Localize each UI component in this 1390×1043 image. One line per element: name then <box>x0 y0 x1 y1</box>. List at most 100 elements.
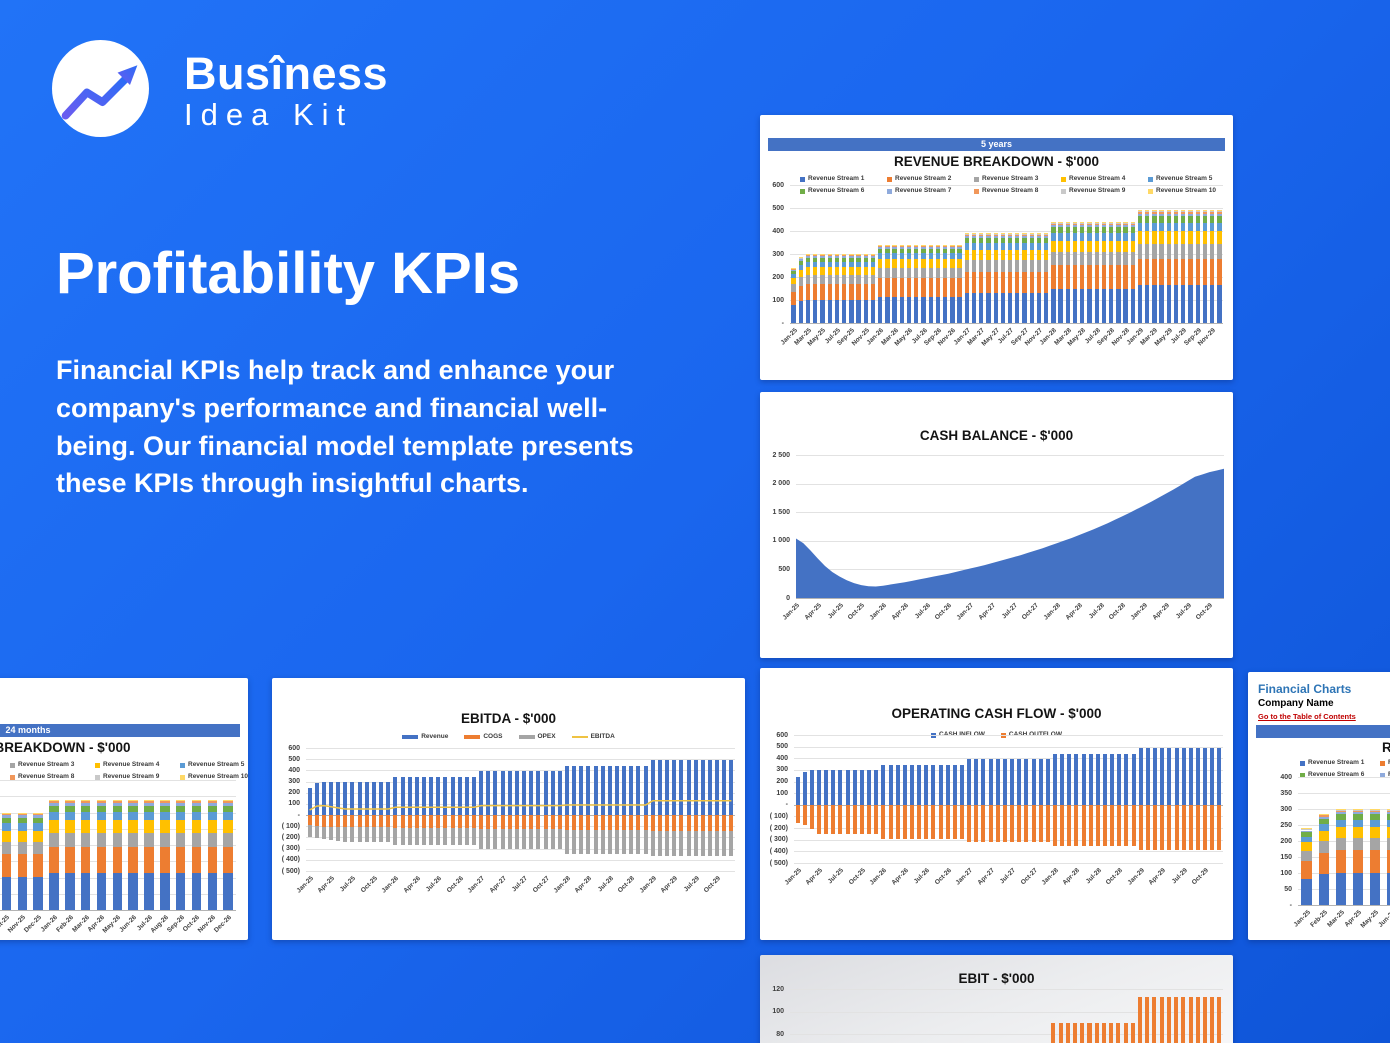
sheet-heading: Financial Charts <box>1258 682 1352 696</box>
brand-logo <box>52 40 149 137</box>
legend-item: Revenue Stream 2 <box>1380 758 1390 768</box>
legend-label: Revenue Stream 3 <box>18 761 75 768</box>
panel-operating-cash-flow: OPERATING CASH FLOW - $'000 CASH INFLOW C… <box>760 668 1233 940</box>
legend-label: Revenue Stream 6 <box>1308 771 1365 778</box>
legend-label: Revenue Stream 3 <box>982 175 1039 182</box>
legend-swatch <box>1300 760 1305 766</box>
legend-label: Revenue <box>421 733 449 740</box>
legend-label: Revenue Stream 2 <box>1388 758 1390 768</box>
legend-swatch <box>571 736 588 738</box>
legend-swatch <box>974 188 979 194</box>
legend-label: Revenue Stream 9 <box>1069 187 1126 194</box>
legend-item: EBITDA <box>571 732 615 742</box>
legend-label: CASH OUTFLOW <box>1009 730 1062 740</box>
legend-swatch <box>887 176 892 182</box>
period-badge-label: 5 years <box>980 139 1013 149</box>
ebit-chart: 120 100 80 <box>760 955 1233 1043</box>
period-badge-label: 24 months <box>5 725 51 735</box>
legend-item: COGS <box>464 732 503 742</box>
legend-label: Revenue Stream 7 <box>1388 770 1390 780</box>
legend-swatch <box>800 176 805 182</box>
legend-swatch <box>800 188 805 194</box>
brand-tagline: Idea Kit <box>184 97 354 133</box>
legend-label: CASH INFLOW <box>939 730 985 740</box>
legend-swatch <box>1380 760 1385 766</box>
legend-item: Revenue Stream 1 <box>800 174 887 184</box>
legend-item: Revenue Stream 8 <box>974 186 1061 196</box>
legend-swatch <box>1380 772 1385 778</box>
panel-cash-balance: CASH BALANCE - $'000 2 500 2 000 1 500 1 00… <box>760 392 1233 658</box>
operating-cash-flow-chart: 600 500 400 300 200 100-( 100)( 200)( 300)( 4… <box>760 668 1233 940</box>
legend-swatch <box>180 774 185 780</box>
legend-item: Revenue Stream 2 <box>887 174 974 184</box>
chart-title: CASH BALANCE - $'000 <box>919 428 1074 443</box>
legend-swatch <box>1061 188 1066 194</box>
legend-item: Revenue Stream 6 <box>1300 770 1380 780</box>
legend-swatch <box>1061 176 1066 182</box>
legend-item: Revenue Stream 7 <box>1380 770 1390 780</box>
brand-name: Busîness <box>184 48 389 99</box>
period-badge: 24 months <box>1256 725 1390 738</box>
legend-item: Revenue Stream 9 <box>95 772 180 782</box>
chart-title: EBITDA - $'000 <box>461 711 556 726</box>
legend-label: Revenue Stream 5 <box>188 761 245 768</box>
legend-label: Revenue Stream 1 <box>1308 759 1365 766</box>
legend-swatch <box>10 774 15 780</box>
panel-revenue-breakdown-5y: 5 years REVENUE BREAKDOWN - $'000 Revenu… <box>760 115 1233 380</box>
legend-item: Revenue Stream 9 <box>1061 186 1148 196</box>
legend-label: Revenue Stream 9 <box>103 773 160 780</box>
chart-title: EBIT - $'000 <box>958 971 1035 986</box>
legend-label: Revenue Stream 4 <box>103 761 160 768</box>
legend-label: EBITDA <box>590 733 615 740</box>
legend-swatch <box>974 176 979 182</box>
legend-swatch <box>95 762 100 768</box>
revenue-breakdown-5y-chart: 600 500 400 300 200 100- Jan-25 Mar-25 May-25 Jul… <box>760 115 1233 380</box>
legend-label: Revenue Stream 5 <box>1156 175 1213 182</box>
legend-label: Revenue Stream 4 <box>1069 175 1126 182</box>
legend-item: Revenue Stream 3 <box>10 760 95 770</box>
legend-swatch <box>10 762 15 768</box>
panel-ebitda: EBITDA - $'000 Revenue COGS OPEX EBITDA 600… <box>272 678 745 940</box>
chart-legend: Revenue COGS OPEX EBITDA <box>272 732 745 742</box>
legend-swatch <box>402 735 419 739</box>
revenue-breakdown-24m-chart: 40035030025020015010050-Jan-25Feb-25Mar-… <box>0 678 248 940</box>
legend-item: Revenue Stream 1 <box>1300 758 1380 768</box>
chart-title: OPERATING CASH FLOW - $'000 <box>891 706 1102 721</box>
company-name: Company Name <box>1258 698 1334 709</box>
legend-label: Revenue Stream 6 <box>808 187 865 194</box>
ebitda-chart: 600 500 400 300 200 100-( 100)( 200)( 300)( 4… <box>272 678 745 940</box>
period-badge: 24 months <box>0 724 240 737</box>
legend-label: Revenue Stream 1 <box>808 175 865 182</box>
trend-arrow-icon <box>61 65 138 120</box>
legend-label: OPEX <box>537 733 556 740</box>
legend-item: Revenue <box>402 732 448 742</box>
legend-item: Revenue Stream 4 <box>1061 174 1148 184</box>
legend-label: COGS <box>483 733 503 740</box>
panel-ebit: EBIT - $'000 120 100 80 <box>760 955 1233 1043</box>
page-title: Profitability KPIs <box>56 241 521 306</box>
brand-wordmark: Busîness Idea Kit <box>184 50 388 133</box>
legend-swatch <box>464 735 481 739</box>
page-description: Financial KPIs help track and enhance yo… <box>56 355 634 499</box>
table-of-contents-link[interactable]: Go to the Table of Contents <box>1258 712 1356 721</box>
legend-item: Revenue Stream 4 <box>95 760 180 770</box>
chart-title: REVENUE BREAKDOWN - $'000 <box>1382 740 1390 755</box>
legend-label: Revenue Stream 8 <box>18 773 75 780</box>
legend-item: Revenue Stream 6 <box>800 186 887 196</box>
legend-label: Revenue Stream 10 <box>1156 187 1216 194</box>
legend-label: Revenue Stream 7 <box>895 187 952 194</box>
cash-balance-chart: 2 500 2 000 1 500 1 000 500 0 Jan-25 Apr-25 Jul-… <box>760 392 1233 658</box>
legend-swatch <box>518 735 535 739</box>
period-badge: 5 years <box>768 138 1225 151</box>
legend-item: Revenue Stream 3 <box>974 174 1061 184</box>
legend-item: Revenue Stream 5 <box>180 760 265 770</box>
legend-swatch <box>95 774 100 780</box>
chart-legend: Revenue Stream 1 Revenue Stream 2 Revenue … <box>1248 758 1390 780</box>
legend-item: Revenue Stream 10 <box>1148 186 1235 196</box>
legend-item: Revenue Stream 8 <box>10 772 95 782</box>
revenue-breakdown-24m-mini-chart: 400 350 300 250 200 150 100 50- Jan-25 Feb-25 Mar-… <box>1248 672 1390 940</box>
legend-item: OPEX <box>518 732 556 742</box>
legend-item: Revenue Stream 5 <box>1148 174 1235 184</box>
legend-swatch <box>1148 176 1153 182</box>
